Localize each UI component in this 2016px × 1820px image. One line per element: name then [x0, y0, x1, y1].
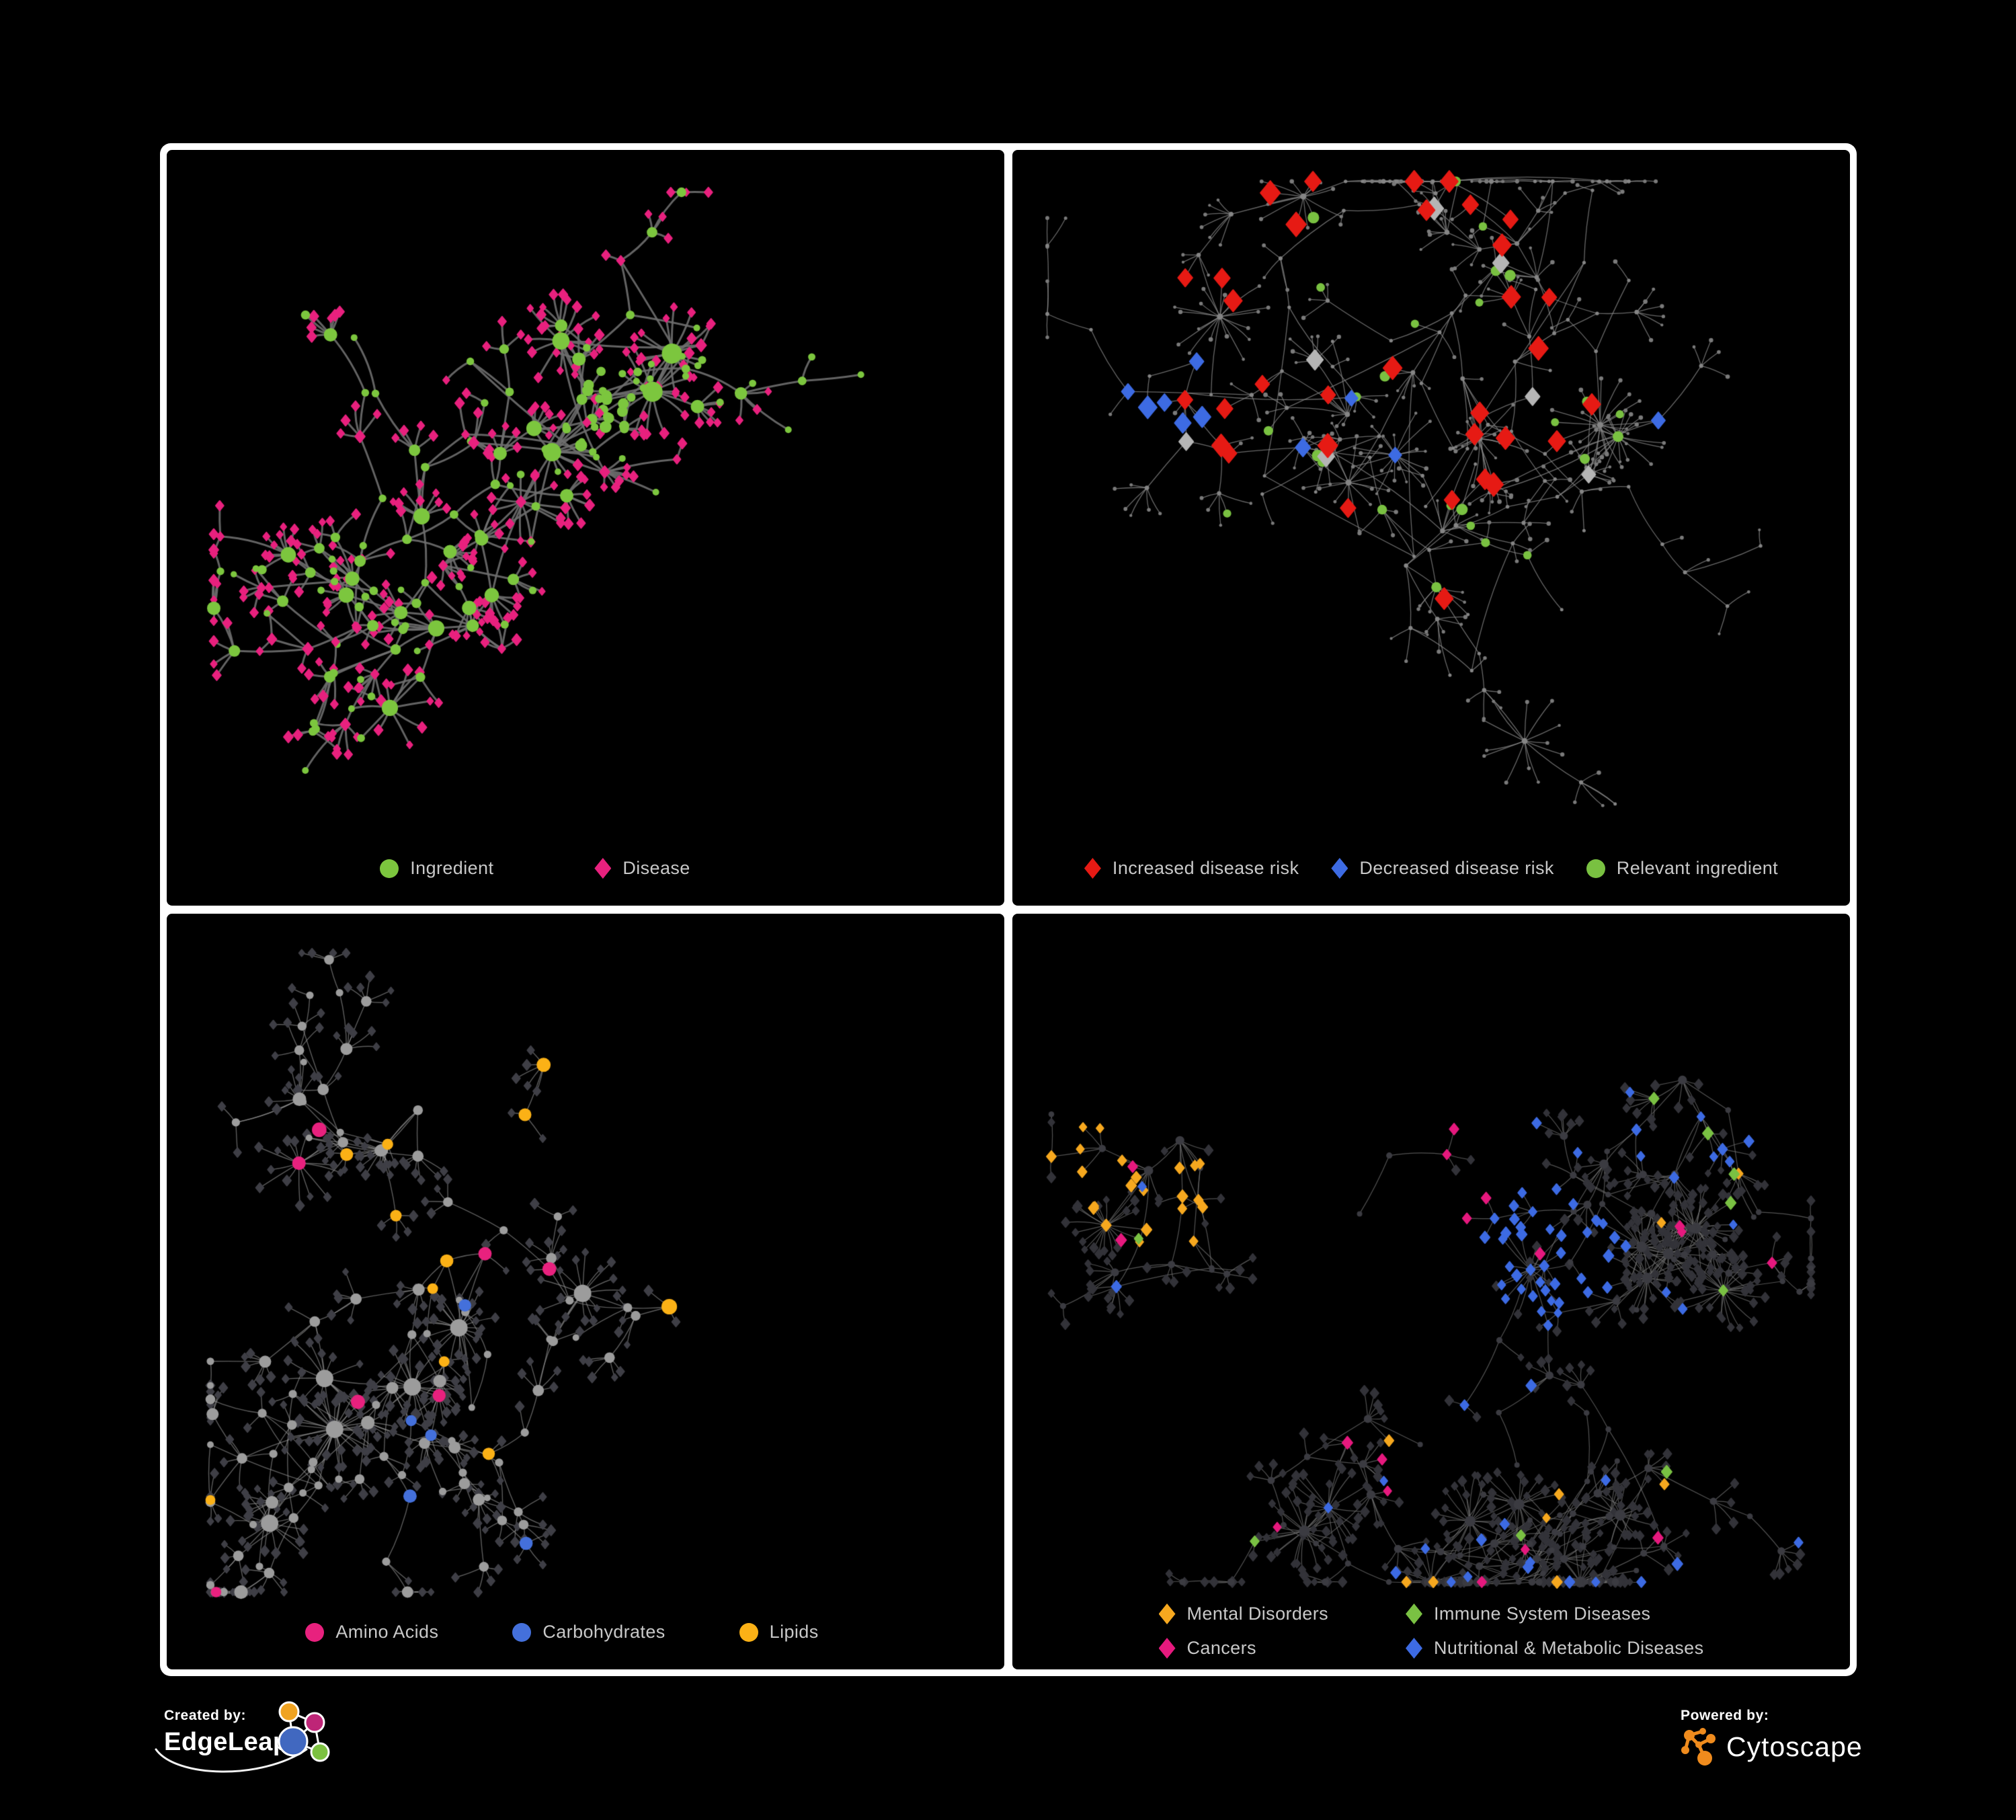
lipids-marker-icon	[739, 1622, 758, 1642]
carbohydrates-marker-icon	[512, 1622, 532, 1642]
cancers-marker-icon	[1158, 1638, 1176, 1659]
legend-item-relevant-ingredient: Relevant ingredient	[1586, 858, 1778, 879]
legend-label: Amino Acids	[335, 1622, 439, 1642]
legend-label: Cancers	[1186, 1638, 1256, 1658]
legend-label: Decreased disease risk	[1359, 858, 1554, 878]
edgeleap-brand: EdgeLeap	[164, 1728, 289, 1756]
amino-acids-marker-icon	[305, 1622, 325, 1642]
legend-label: Increased disease risk	[1112, 858, 1299, 878]
increased-risk-marker-icon	[1084, 858, 1101, 879]
legend-item-cancers: Cancers	[1158, 1638, 1328, 1659]
legend-disease-risk: Increased disease risk Decreased disease…	[1012, 858, 1850, 879]
legend-label: Ingredient	[410, 858, 494, 878]
network-canvas-disease-risk	[1012, 150, 1850, 906]
powered-by-label: Powered by:	[1681, 1708, 1769, 1723]
edgeleap-swoosh	[155, 1748, 308, 1773]
panel-grid: Ingredient Disease Increased disease ris…	[160, 143, 1857, 1676]
panel-ingredient-disease: Ingredient Disease	[167, 150, 1004, 906]
disease-marker-icon	[594, 858, 612, 879]
panel-disease-risk: Increased disease risk Decreased disease…	[1012, 150, 1850, 906]
legend-item-nutritional-metabolic: Nutritional & Metabolic Diseases	[1406, 1638, 1703, 1659]
legend-item-increased-risk: Increased disease risk	[1084, 858, 1299, 879]
network-canvas-disease-classes	[1012, 914, 1850, 1669]
cytoscape-brand: Cytoscape	[1726, 1731, 1863, 1762]
panel-nutrient-classes: Amino Acids Carbohydrates Lipids	[167, 914, 1004, 1669]
legend-item-ingredient: Ingredient	[380, 858, 493, 879]
legend-disease-classes: Mental Disorders Immune System Diseases …	[1012, 1604, 1850, 1659]
legend-label: Nutritional & Metabolic Diseases	[1434, 1638, 1704, 1658]
cytoscape-logo	[1681, 1728, 1716, 1766]
legend-nutrient-classes: Amino Acids Carbohydrates Lipids	[167, 1622, 1004, 1643]
ingredient-marker-icon	[380, 859, 399, 878]
legend-label: Immune System Diseases	[1434, 1604, 1651, 1624]
edgeleap-credit: Created by: EdgeLeap	[155, 1701, 366, 1773]
immune-diseases-marker-icon	[1406, 1604, 1422, 1624]
legend-label: Disease	[622, 858, 690, 878]
panel-disease-classes: Mental Disorders Immune System Diseases …	[1012, 914, 1850, 1669]
legend-label: Mental Disorders	[1186, 1604, 1328, 1624]
network-canvas-ingredient-disease	[167, 150, 1004, 906]
network-canvas-nutrient-classes	[167, 914, 1004, 1669]
legend-item-decreased-risk: Decreased disease risk	[1331, 858, 1554, 879]
legend-item-immune-diseases: Immune System Diseases	[1406, 1604, 1703, 1624]
legend-item-amino-acids: Amino Acids	[305, 1622, 438, 1643]
nutritional-metabolic-marker-icon	[1406, 1638, 1422, 1659]
legend-label: Relevant ingredient	[1616, 858, 1779, 878]
edgeleap-logo	[278, 1701, 330, 1762]
legend-label: Lipids	[769, 1622, 819, 1642]
legend-ingredient-disease: Ingredient Disease	[167, 858, 1004, 879]
created-by-label: Created by:	[164, 1708, 247, 1723]
decreased-risk-marker-icon	[1331, 858, 1348, 879]
legend-label: Carbohydrates	[542, 1622, 666, 1642]
legend-item-lipids: Lipids	[739, 1622, 819, 1643]
cytoscape-credit: Powered by: Cytoscape	[1681, 1708, 1863, 1768]
mental-disorders-marker-icon	[1158, 1604, 1176, 1624]
legend-item-carbohydrates: Carbohydrates	[512, 1622, 665, 1643]
legend-item-mental-disorders: Mental Disorders	[1158, 1604, 1328, 1624]
legend-item-disease: Disease	[594, 858, 690, 879]
relevant-ingredient-marker-icon	[1586, 859, 1605, 878]
